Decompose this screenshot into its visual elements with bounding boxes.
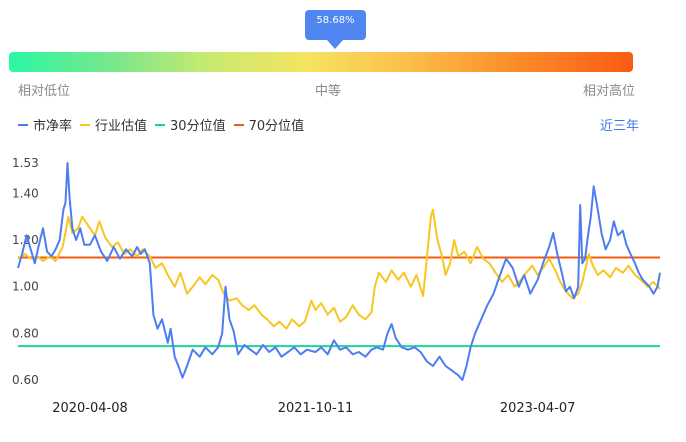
legend-item-p70[interactable]: 70分位值 [233, 115, 305, 134]
series-line-pb [17, 162, 661, 381]
x-tick-label: 2023-04-07 [500, 401, 576, 416]
series-layer [17, 162, 661, 381]
legend-swatch-industry [80, 123, 91, 126]
low-position-label: 相对低位 [18, 84, 71, 99]
legend-item-pb[interactable]: 市净率 [18, 115, 72, 134]
legend-label-pb: 市净率 [33, 119, 73, 134]
y-tick-label: 1.40 [12, 186, 39, 200]
legend-swatch-pb [18, 123, 28, 126]
y-axis: 1.531.401.201.000.800.60 [12, 156, 39, 387]
y-tick-label: 0.80 [12, 326, 39, 340]
x-tick-label: 2021-10-11 [278, 401, 354, 416]
y-tick-label: 1.00 [12, 280, 39, 294]
percentile-bubble: 58.68% [305, 10, 366, 40]
y-tick-label: 0.60 [12, 373, 39, 387]
high-position-label: 相对高位 [583, 84, 636, 99]
valuation-line-chart: 1.531.401.201.000.800.60 2020-04-08 2021-… [12, 156, 661, 416]
mid-position-label: 中等 [315, 84, 342, 99]
chart-legend: 市净率 行业估值 30分位值 70分位值 [18, 115, 312, 134]
x-tick-label: 2020-04-08 [52, 401, 128, 416]
legend-swatch-p70 [233, 123, 244, 126]
legend-item-p30[interactable]: 30分位值 [155, 115, 226, 134]
percentile-bubble-arrow [327, 40, 343, 49]
x-axis: 2020-04-08 2021-10-11 2023-04-07 [52, 401, 575, 416]
percentile-gradient-bar [9, 52, 633, 72]
time-range-selector[interactable]: 近三年 [600, 119, 640, 134]
legend-item-industry[interactable]: 行业估值 [80, 115, 147, 134]
legend-label-industry: 行业估值 [95, 119, 148, 134]
legend-swatch-p30 [155, 123, 166, 126]
series-line-industry [17, 208, 661, 330]
percentile-value: 58.68% [316, 15, 355, 26]
legend-label-p70: 70分位值 [248, 119, 305, 134]
y-tick-label: 1.53 [12, 156, 39, 170]
legend-label-p30: 30分位值 [170, 119, 226, 134]
